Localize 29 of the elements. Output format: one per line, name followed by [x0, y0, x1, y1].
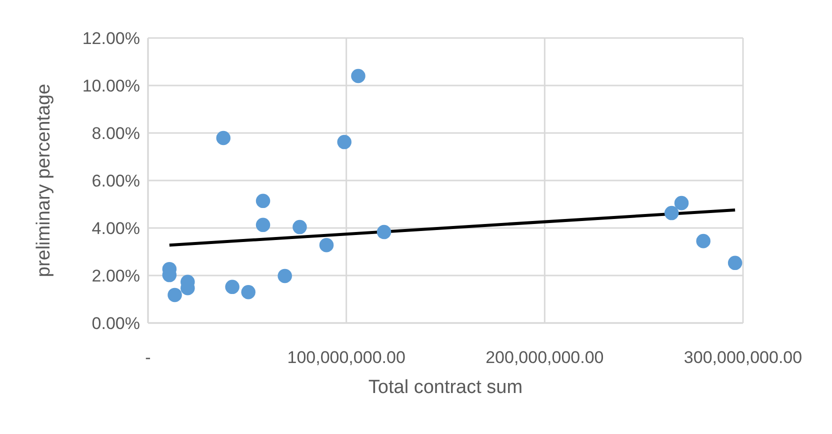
y-tick-label: 4.00%: [92, 219, 140, 238]
y-tick-label: 12.00%: [82, 29, 140, 48]
x-tick-label: 200,000,000.00: [486, 348, 604, 368]
point: [168, 288, 182, 302]
y-axis-title: preliminary percentage: [34, 84, 55, 278]
x-tick-label: -: [145, 348, 151, 368]
y-tick-label: 10.00%: [82, 76, 140, 96]
point: [278, 268, 292, 284]
x-tick-label: 300,000,000.00: [684, 348, 802, 368]
x-tick-label: 100,000,000.00: [287, 348, 406, 368]
point: [674, 196, 689, 210]
point: [256, 194, 270, 208]
point: [292, 220, 307, 234]
point: [337, 134, 352, 150]
y-tick-label: 6.00%: [92, 172, 140, 191]
point: [241, 285, 256, 300]
point: [351, 68, 366, 84]
point: [664, 206, 679, 220]
y-tick-label: 0.00%: [92, 314, 140, 334]
x-axis-title: Total contract sum: [368, 377, 523, 398]
point: [319, 238, 334, 252]
y-tick-label: 8.00%: [92, 124, 140, 144]
point: [376, 224, 392, 240]
point: [225, 280, 240, 294]
point: [256, 218, 270, 232]
point: [728, 256, 742, 270]
point: [216, 130, 231, 146]
point: [696, 234, 710, 248]
y-tick-label: 2.00%: [92, 266, 140, 286]
